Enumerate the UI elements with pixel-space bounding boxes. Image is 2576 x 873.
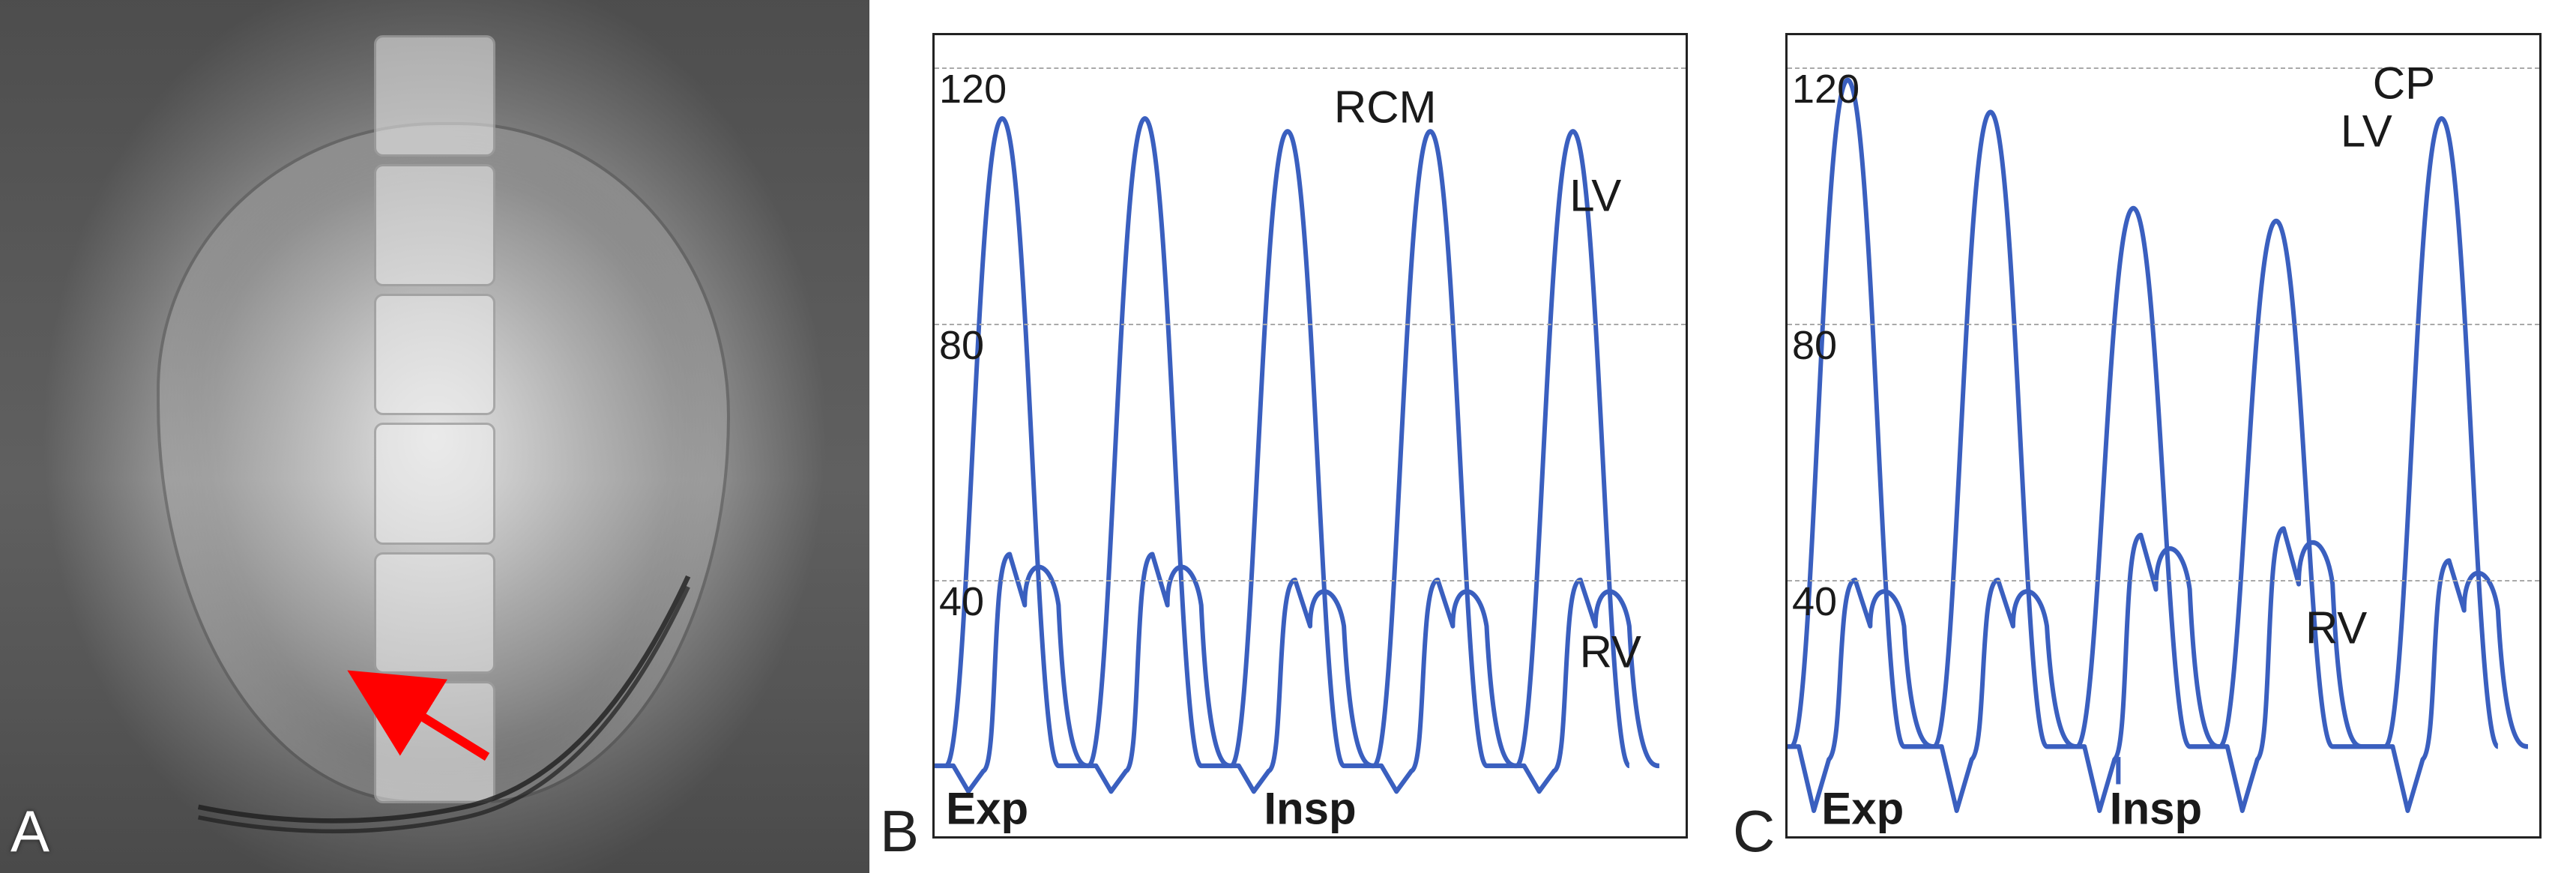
vertebra xyxy=(374,681,495,803)
chart-title: RCM xyxy=(1334,82,1437,133)
panel-a: A xyxy=(0,0,869,873)
gridline xyxy=(1788,580,2539,582)
chart-c: 120 80 40 CPLV RV Exp Insp xyxy=(1730,7,2549,866)
panel-b: 120 80 40 RCM LV RV Exp Insp B xyxy=(869,0,1722,873)
y-axis-tick-label: 80 xyxy=(1792,322,1837,369)
y-axis-tick-label: 120 xyxy=(1792,66,1859,112)
panel-c: 120 80 40 CPLV RV Exp Insp C xyxy=(1722,0,2576,873)
xray-image: A xyxy=(0,0,869,873)
pressure-traces-rcm xyxy=(935,35,1686,836)
vertebral-column xyxy=(374,35,495,803)
vertebra xyxy=(374,552,495,674)
expiration-label: Exp xyxy=(946,782,1028,834)
gridline xyxy=(1788,324,2539,325)
y-axis-tick-label: 40 xyxy=(1792,579,1837,625)
inspiration-label: Insp xyxy=(1264,782,1356,834)
gridline xyxy=(935,67,1686,69)
vertebra xyxy=(374,423,495,545)
lv-trace xyxy=(1788,80,2498,746)
vertebra xyxy=(374,294,495,416)
y-axis-tick-label: 40 xyxy=(939,579,984,625)
lv-label: LV xyxy=(1569,169,1621,221)
lv-label: LV xyxy=(2341,106,2392,157)
chart-title: CP xyxy=(2373,58,2435,109)
gridline xyxy=(935,580,1686,582)
vertebra xyxy=(374,164,495,286)
y-axis-tick-label: 80 xyxy=(939,322,984,369)
gridline xyxy=(935,324,1686,325)
rv-label: RV xyxy=(1580,626,1641,678)
rv-trace xyxy=(1791,529,2528,811)
chart-border: 120 80 40 RCM LV RV Exp Insp xyxy=(932,33,1688,839)
chart-border: 120 80 40 CPLV RV Exp Insp xyxy=(1785,33,2542,839)
panel-letter-c: C xyxy=(1733,797,1775,866)
vertebra xyxy=(374,35,495,157)
y-axis-tick-label: 120 xyxy=(939,66,1007,112)
panel-letter-a: A xyxy=(10,797,49,866)
pressure-traces-cp xyxy=(1788,35,2539,836)
rv-label: RV xyxy=(2305,602,2367,654)
panel-letter-b: B xyxy=(880,797,919,866)
chart-b: 120 80 40 RCM LV RV Exp Insp xyxy=(877,7,1695,866)
inspiration-label: Insp xyxy=(2110,782,2202,834)
expiration-label: Exp xyxy=(1821,782,1904,834)
